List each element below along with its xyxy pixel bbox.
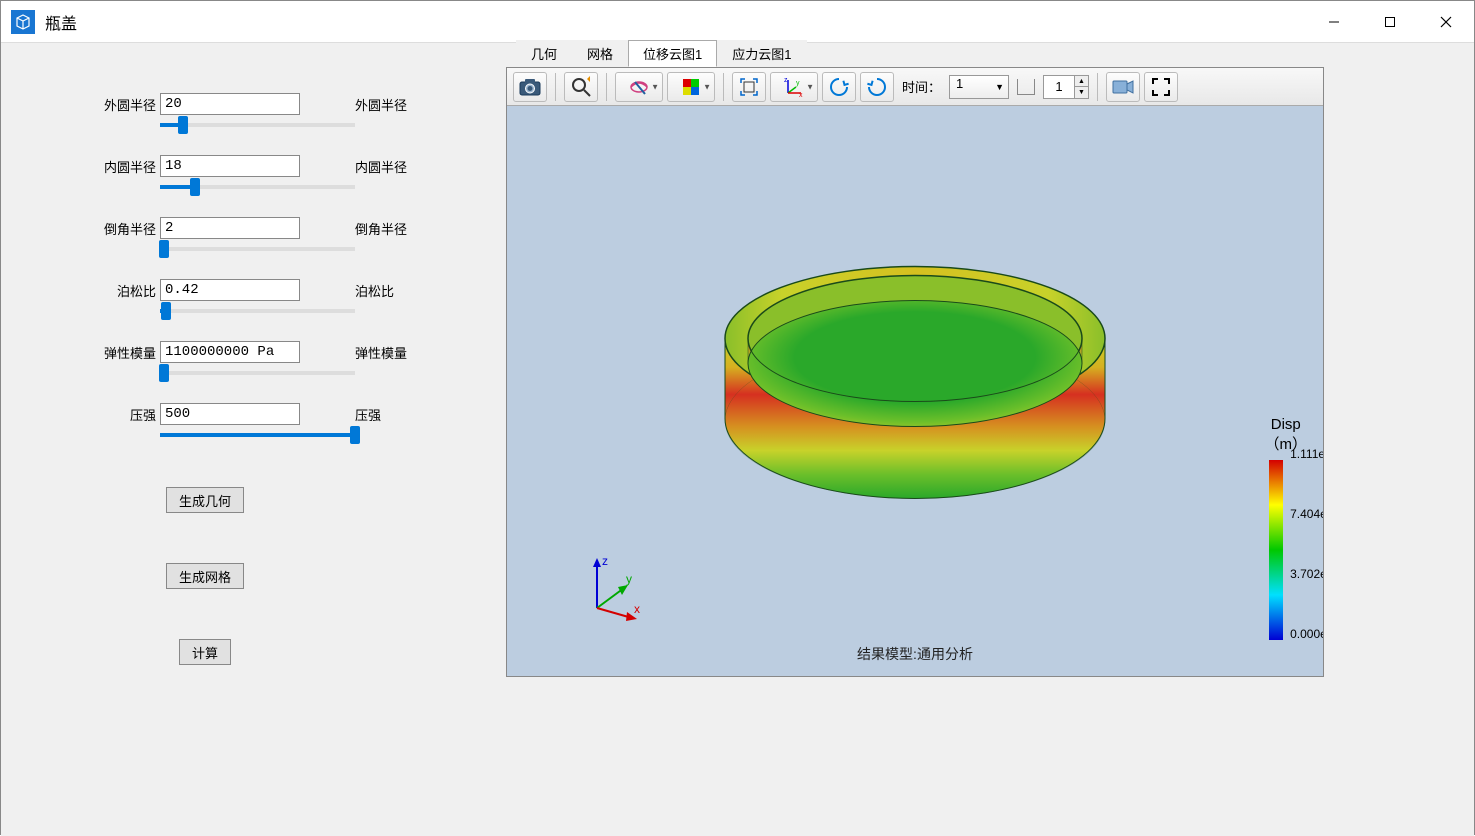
tab-1[interactable]: 网格 (572, 40, 628, 67)
result-caption: 结果模型:通用分析 (857, 644, 973, 664)
svg-text:y: y (796, 80, 800, 87)
color-legend: Disp （m） 1.111e-097.404e-103.702e-100.00… (1265, 416, 1308, 640)
frame-spinner[interactable]: ▲▼ (1043, 75, 1089, 99)
legend-tick: 7.404e-10 (1290, 507, 1323, 521)
colormap-button[interactable]: ▼ (667, 72, 715, 102)
param-input-0[interactable] (160, 93, 300, 115)
rotate-ccw-button[interactable] (822, 72, 856, 102)
param-input-4[interactable] (160, 341, 300, 363)
param-right-label: 内圆半径 (355, 157, 407, 176)
zoom-auto-button[interactable] (564, 72, 598, 102)
param-label: 泊松比 (91, 281, 156, 300)
param-slider-5[interactable] (160, 433, 355, 437)
svg-text:z: z (784, 77, 788, 84)
titlebar: 瓶盖 (1, 1, 1474, 43)
render-viewport[interactable]: z y x 结果模型:通用分析 Disp （m） (507, 106, 1323, 676)
legend-tick: 0.000e+00 (1290, 627, 1323, 641)
frame-input[interactable] (1044, 79, 1074, 94)
param-input-1[interactable] (160, 155, 300, 177)
param-label: 外圆半径 (91, 95, 156, 114)
fullscreen-button[interactable] (1144, 72, 1178, 102)
result-tabs: 几何网格位移云图1应力云图1 (506, 43, 1474, 67)
rotate-cw-button[interactable] (860, 72, 894, 102)
parameter-panel: 外圆半径 外圆半径 内圆半径 内圆半径 倒角半径 倒角半径 泊松比 泊松比 弹性… (1, 43, 506, 836)
param-slider-4[interactable] (160, 371, 355, 375)
svg-text:x: x (799, 92, 803, 97)
selection-mode-button[interactable]: ▼ (615, 72, 663, 102)
param-slider-2[interactable] (160, 247, 355, 251)
tab-3[interactable]: 应力云图1 (717, 40, 806, 67)
param-label: 倒角半径 (91, 219, 156, 238)
fit-view-button[interactable] (732, 72, 766, 102)
frame-down-button[interactable]: ▼ (1074, 87, 1088, 98)
window-title: 瓶盖 (45, 10, 77, 34)
close-button[interactable] (1418, 1, 1474, 43)
app-logo-icon (11, 10, 35, 34)
param-slider-0[interactable] (160, 123, 355, 127)
legend-colorbar (1269, 460, 1283, 640)
param-right-label: 外圆半径 (355, 95, 407, 114)
svg-text:x: x (634, 602, 640, 616)
param-input-5[interactable] (160, 403, 300, 425)
tab-2[interactable]: 位移云图1 (628, 40, 717, 67)
param-input-2[interactable] (160, 217, 300, 239)
camera-record-button[interactable] (1106, 72, 1140, 102)
param-right-label: 压强 (355, 405, 381, 424)
legend-tick: 1.111e-09 (1290, 447, 1323, 461)
param-slider-3[interactable] (160, 309, 355, 313)
param-label: 压强 (91, 405, 156, 424)
param-slider-1[interactable] (160, 185, 355, 189)
tab-0[interactable]: 几何 (516, 40, 572, 67)
svg-text:y: y (626, 572, 632, 586)
param-right-label: 泊松比 (355, 281, 394, 300)
param-label: 内圆半径 (91, 157, 156, 176)
model-render (695, 218, 1135, 541)
legend-tick: 3.702e-10 (1290, 567, 1323, 581)
param-right-label: 倒角半径 (355, 219, 407, 238)
viewer-toolbar: ▼ ▼ z yx ▼ (507, 68, 1323, 106)
compute-button[interactable]: 计算 (179, 639, 231, 665)
param-input-3[interactable] (160, 279, 300, 301)
legend-quantity: Disp (1271, 416, 1301, 433)
axis-indicator: z y x (582, 553, 652, 626)
axis-view-button[interactable]: zyx ▼ (770, 72, 818, 102)
result-canvas-frame: ▼ ▼ zyx ▼ (506, 67, 1324, 677)
minimize-button[interactable] (1306, 1, 1362, 43)
maximize-button[interactable] (1362, 1, 1418, 43)
generate-geometry-button[interactable]: 生成几何 (166, 487, 244, 513)
svg-text:z: z (602, 554, 608, 568)
generate-mesh-button[interactable]: 生成网格 (166, 563, 244, 589)
screenshot-button[interactable] (513, 72, 547, 102)
time-label: 时间： (902, 77, 941, 96)
frame-up-button[interactable]: ▲ (1074, 76, 1088, 87)
time-select[interactable]: 1▼ (949, 75, 1009, 99)
step-icon (1017, 79, 1035, 95)
param-label: 弹性模量 (91, 343, 156, 362)
param-right-label: 弹性模量 (355, 343, 407, 362)
